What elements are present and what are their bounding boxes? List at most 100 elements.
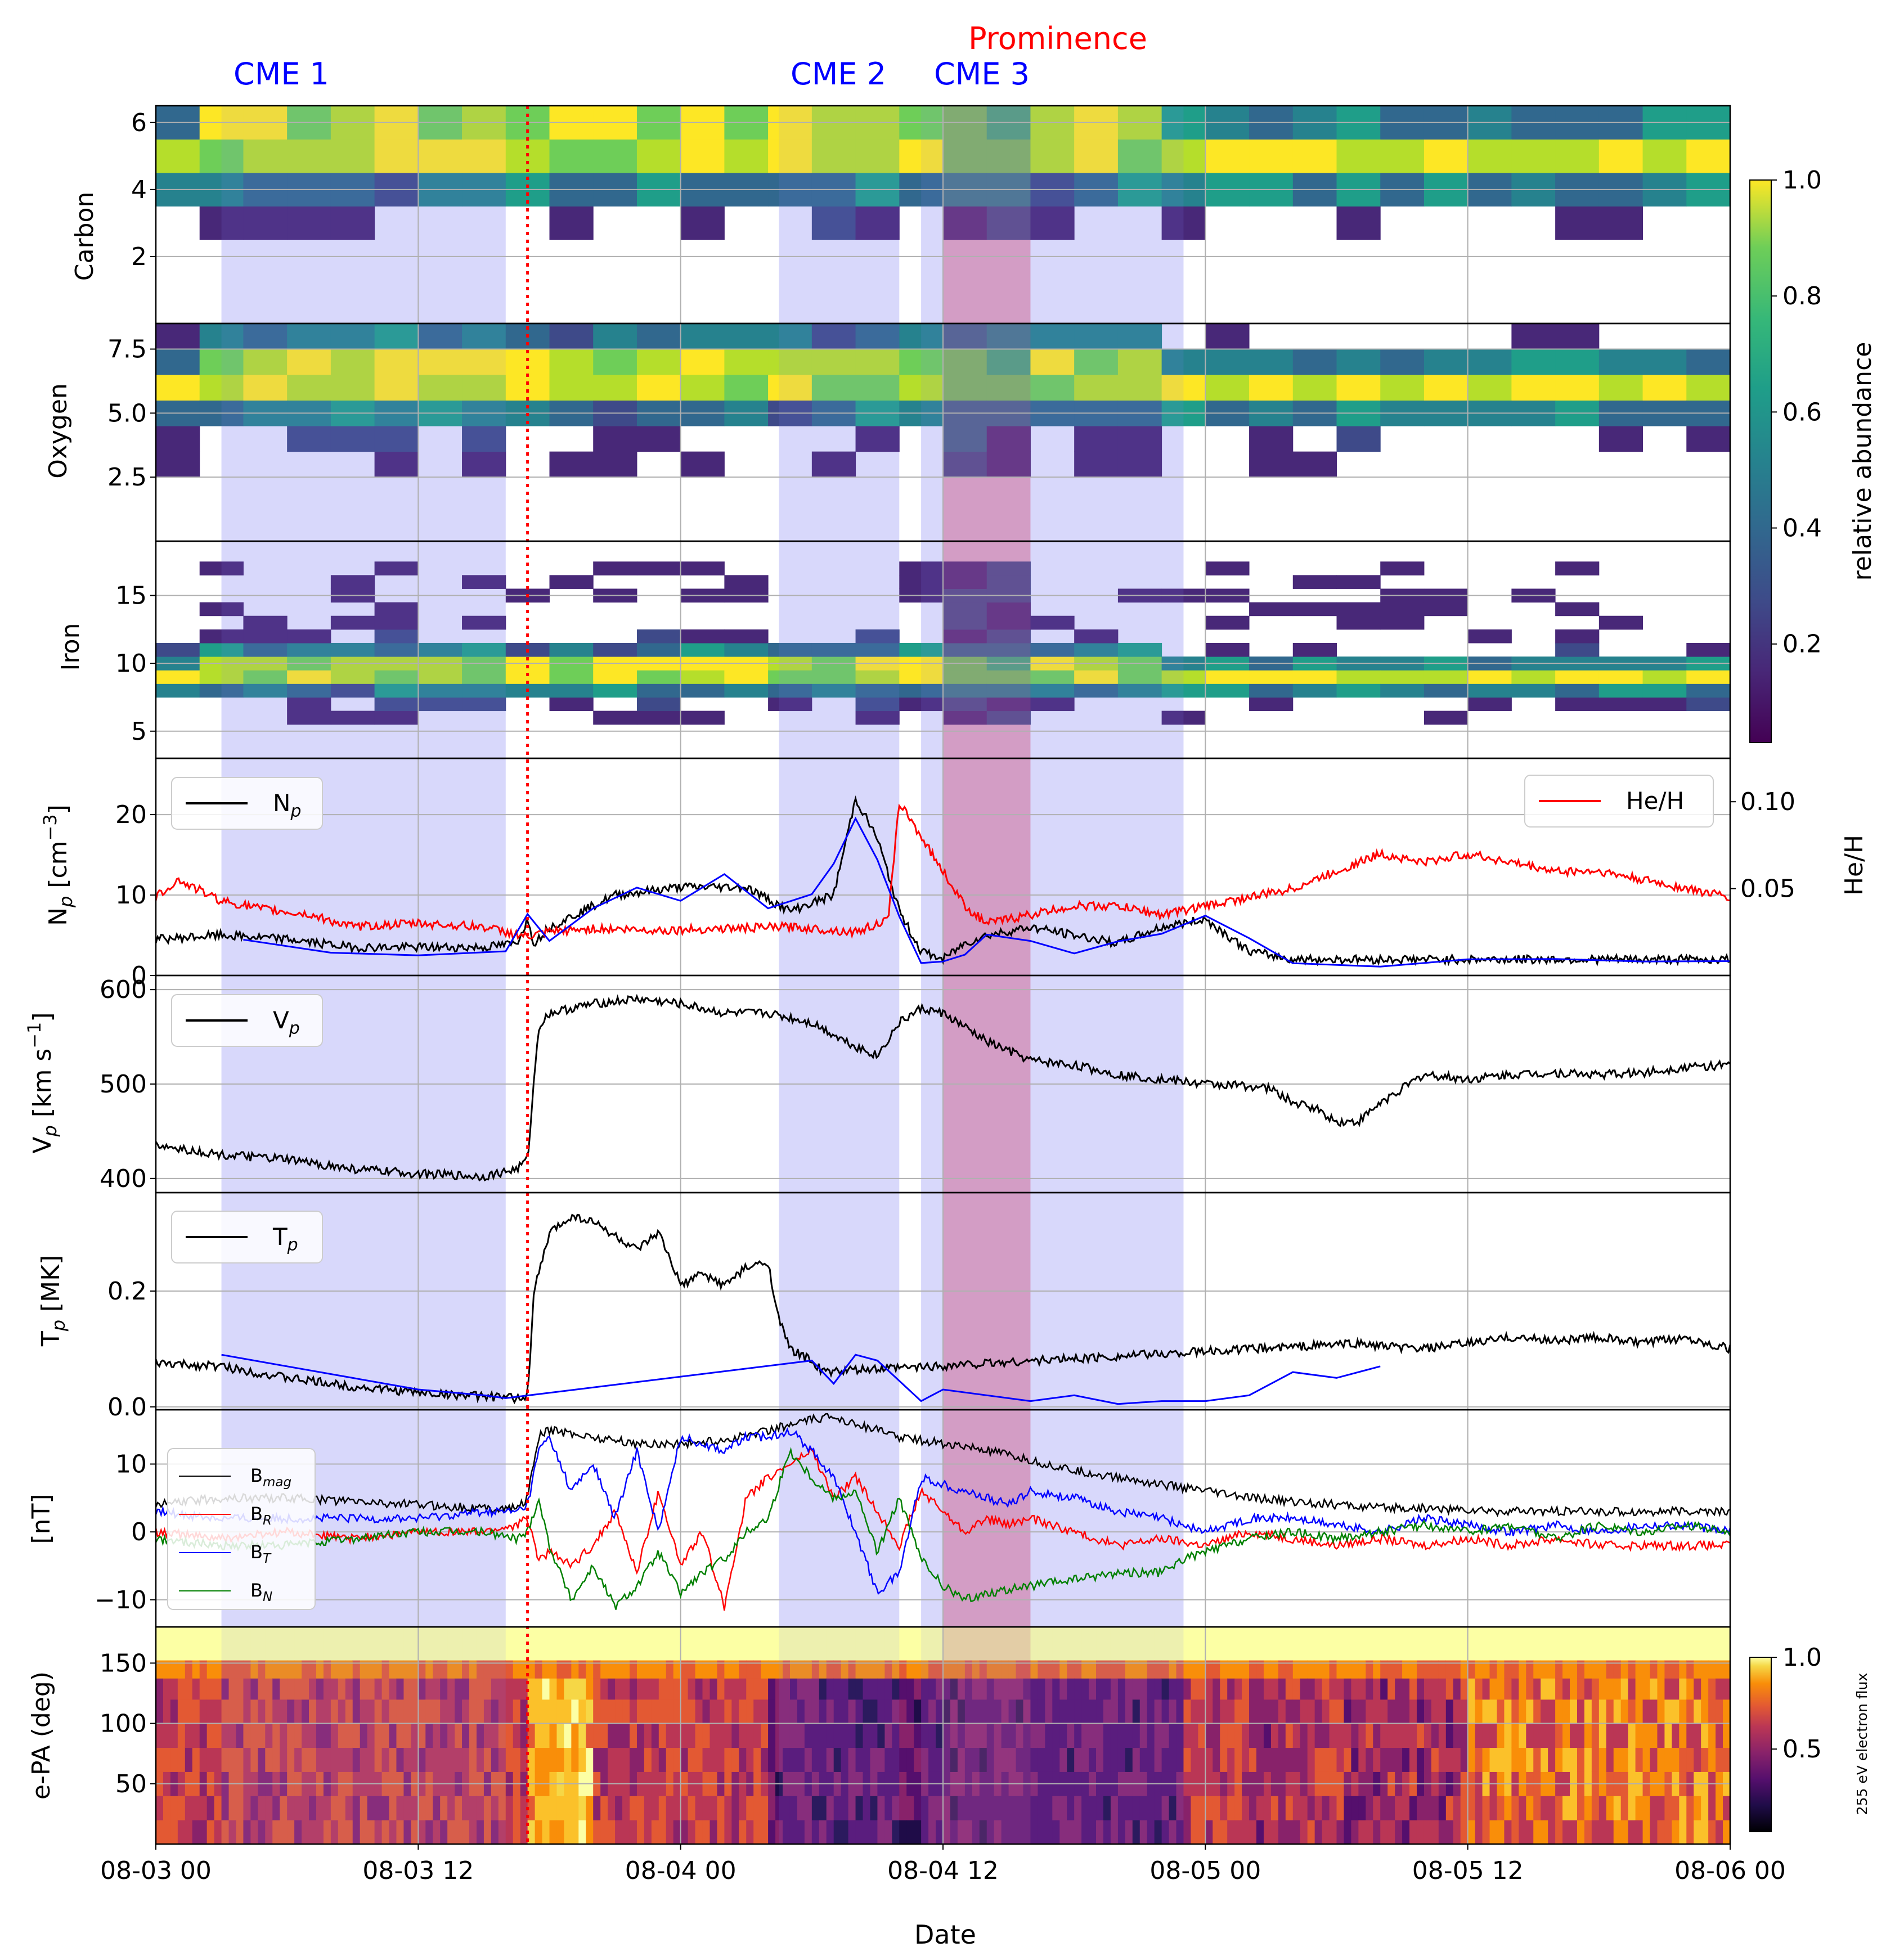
epa-cell xyxy=(855,1723,864,1748)
epa-cell xyxy=(1176,1820,1184,1845)
epa-cell xyxy=(1541,1678,1548,1700)
epa-cell xyxy=(1213,1660,1220,1679)
oxygen-cell xyxy=(1205,375,1250,401)
epa-cell xyxy=(418,1678,426,1700)
epa-cell xyxy=(1169,1747,1177,1772)
epa-cell xyxy=(702,1747,711,1772)
carbon-cell xyxy=(374,139,419,173)
epa-cell xyxy=(914,1699,922,1724)
epa-cell xyxy=(863,1820,871,1845)
epa-cell xyxy=(1467,1627,1476,1644)
epa-cell xyxy=(294,1660,302,1679)
iron-cell xyxy=(636,561,681,575)
iron-cell xyxy=(986,642,1031,657)
epa-cell xyxy=(1038,1820,1045,1845)
iron-cell xyxy=(855,642,900,657)
iron-cell xyxy=(1686,684,1731,698)
epa-cell xyxy=(1256,1723,1264,1748)
epa-cell xyxy=(185,1796,193,1820)
epa-cell xyxy=(396,1627,405,1644)
epa-cell xyxy=(360,1627,368,1644)
epa-cell xyxy=(1067,1699,1075,1724)
vp-label-base: V xyxy=(28,1136,57,1153)
oxygen-cell xyxy=(1292,375,1337,401)
epa-cell xyxy=(804,1723,812,1748)
epa-cell xyxy=(578,1796,586,1820)
oxygen-cell xyxy=(330,375,375,401)
iron-cell xyxy=(680,561,725,575)
epa-cell xyxy=(636,1723,645,1748)
epa-cell xyxy=(688,1820,696,1845)
epa-cell xyxy=(1270,1644,1279,1661)
epa-cell xyxy=(1716,1747,1723,1772)
epa-cell xyxy=(1577,1699,1585,1724)
iron-cell xyxy=(768,697,812,712)
epa-cell xyxy=(1423,1796,1432,1820)
epa-cell xyxy=(600,1796,608,1820)
carbon-cell xyxy=(943,206,987,240)
epa-cell xyxy=(1467,1678,1476,1700)
epa-cell xyxy=(367,1644,375,1661)
epa-cell xyxy=(1270,1678,1279,1700)
epa-cell xyxy=(1577,1644,1585,1661)
epa-cell xyxy=(1110,1723,1119,1748)
epa-cell xyxy=(1402,1699,1410,1724)
epa-cell xyxy=(556,1627,565,1644)
epa-cell xyxy=(1183,1699,1192,1724)
iron-cell xyxy=(943,561,987,575)
epa-cell xyxy=(797,1747,805,1772)
epa-cell xyxy=(228,1796,237,1820)
epa-cell xyxy=(1030,1644,1038,1661)
epa-cell xyxy=(702,1660,711,1679)
epa-cell xyxy=(600,1820,608,1845)
epa-cell xyxy=(1329,1796,1337,1820)
epa-cell xyxy=(571,1627,579,1644)
epa-cell xyxy=(1329,1627,1337,1644)
epa-cell xyxy=(1606,1627,1614,1644)
epa-cell xyxy=(302,1699,309,1724)
epa-cell xyxy=(1591,1699,1600,1724)
iron-cell xyxy=(199,561,244,575)
epa-cell xyxy=(403,1820,411,1845)
epa-cell xyxy=(1161,1723,1170,1748)
epa-cell xyxy=(1475,1644,1483,1661)
epa-cell xyxy=(1052,1660,1060,1679)
epa-cell xyxy=(389,1660,397,1679)
iron-cell xyxy=(899,642,944,657)
epa-cell xyxy=(498,1747,506,1772)
iron-cell xyxy=(199,642,244,657)
epa-cell xyxy=(994,1678,1002,1700)
epa-cell xyxy=(1657,1820,1665,1845)
epa-cell xyxy=(717,1747,725,1772)
epa-cell xyxy=(1380,1627,1388,1644)
epa-cell xyxy=(469,1747,477,1772)
epa-cell xyxy=(389,1796,397,1820)
epa-cell xyxy=(972,1660,980,1679)
epa-cell xyxy=(338,1699,346,1724)
epa-cell xyxy=(914,1723,922,1748)
epa-cell xyxy=(535,1747,543,1772)
epa-cell xyxy=(1679,1747,1687,1772)
epa-cell xyxy=(928,1820,936,1845)
epa-cell xyxy=(826,1796,834,1820)
epa-cell xyxy=(1672,1678,1680,1700)
epa-cell xyxy=(556,1820,565,1845)
epa-cell xyxy=(505,1678,514,1700)
epa-cell xyxy=(651,1723,659,1748)
iron-cell xyxy=(724,670,769,684)
epa-cell xyxy=(1052,1796,1060,1820)
epa-cell xyxy=(1416,1678,1425,1700)
epa-cell xyxy=(1285,1678,1294,1700)
epa-cell xyxy=(673,1678,681,1700)
carbon-cell xyxy=(287,206,331,240)
epa-cell xyxy=(739,1723,747,1748)
epa-cell xyxy=(1292,1627,1301,1644)
iron-cell xyxy=(680,670,725,684)
carbon-cell xyxy=(549,206,594,240)
epa-cell xyxy=(615,1723,623,1748)
epa-cell xyxy=(440,1627,448,1644)
epa-cell xyxy=(1475,1699,1483,1724)
epa-cell xyxy=(1694,1644,1701,1661)
epa-cell xyxy=(1205,1627,1213,1644)
carbon-cell xyxy=(680,206,725,240)
